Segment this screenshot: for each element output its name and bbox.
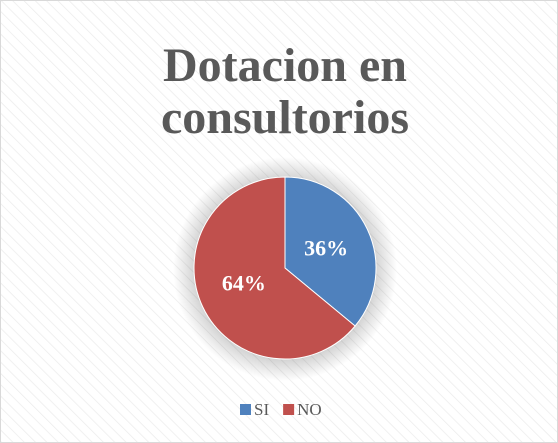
data-label: 36% — [304, 236, 348, 261]
legend-swatch — [283, 404, 295, 415]
chart-title: Dotacion en consultorios — [160, 39, 409, 144]
legend-swatch — [240, 404, 251, 415]
pie-slice — [284, 176, 377, 327]
pie-slice — [193, 176, 356, 360]
legend-label: SI — [254, 400, 269, 419]
data-label: 64% — [222, 270, 266, 295]
legend-label: NO — [297, 400, 322, 419]
